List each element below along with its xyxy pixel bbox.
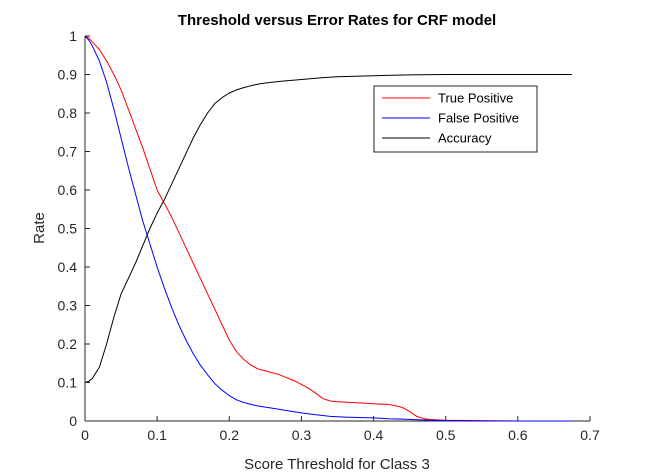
x-tick-label: 0.6 bbox=[508, 427, 528, 443]
y-tick-label: 0.2 bbox=[58, 336, 78, 352]
chart-title: Threshold versus Error Rates for CRF mod… bbox=[178, 12, 496, 29]
y-tick-label: 0.3 bbox=[58, 298, 78, 314]
x-axis-title: Score Threshold for Class 3 bbox=[244, 456, 430, 473]
legend-label-accuracy: Accuracy bbox=[438, 131, 492, 146]
x-tick-label: 0.5 bbox=[436, 427, 456, 443]
y-tick-label: 0.1 bbox=[58, 375, 78, 391]
series-line-accuracy bbox=[84, 74, 572, 383]
x-tick-label: 0.3 bbox=[292, 427, 312, 443]
x-tick-label: 0.2 bbox=[220, 427, 240, 443]
ticks-layer: 0 0.1 0.2 0.3 0.4 0.5 0.6 0.7 0 0.1 0.2 0.3 0.4 0.5 0.… bbox=[58, 28, 600, 443]
series-layer bbox=[84, 35, 572, 422]
series-line-true-positive bbox=[84, 35, 572, 422]
y-tick-label: 0.8 bbox=[58, 105, 78, 121]
x-tick-label: 0.4 bbox=[364, 427, 384, 443]
x-tick-label: 0.1 bbox=[147, 427, 167, 443]
y-tick-label: 0.4 bbox=[58, 259, 78, 275]
legend-label-true-positive: True Positive bbox=[438, 91, 513, 106]
y-axis-title: Rate bbox=[31, 212, 48, 244]
legend: True Positive False Positive Accuracy bbox=[373, 85, 538, 153]
y-tick-label: 0 bbox=[69, 413, 77, 429]
x-tick-label: 0 bbox=[81, 427, 89, 443]
x-tick-label: 0.7 bbox=[580, 427, 600, 443]
series-line-false-positive bbox=[84, 35, 572, 422]
legend-box bbox=[373, 85, 538, 153]
y-tick-label: 0.7 bbox=[58, 144, 78, 160]
y-tick-label: 1 bbox=[69, 28, 77, 44]
y-tick-label: 0.9 bbox=[58, 67, 78, 83]
legend-label-false-positive: False Positive bbox=[438, 111, 519, 126]
y-tick-label: 0.5 bbox=[58, 221, 78, 237]
y-tick-label: 0.6 bbox=[58, 182, 78, 198]
